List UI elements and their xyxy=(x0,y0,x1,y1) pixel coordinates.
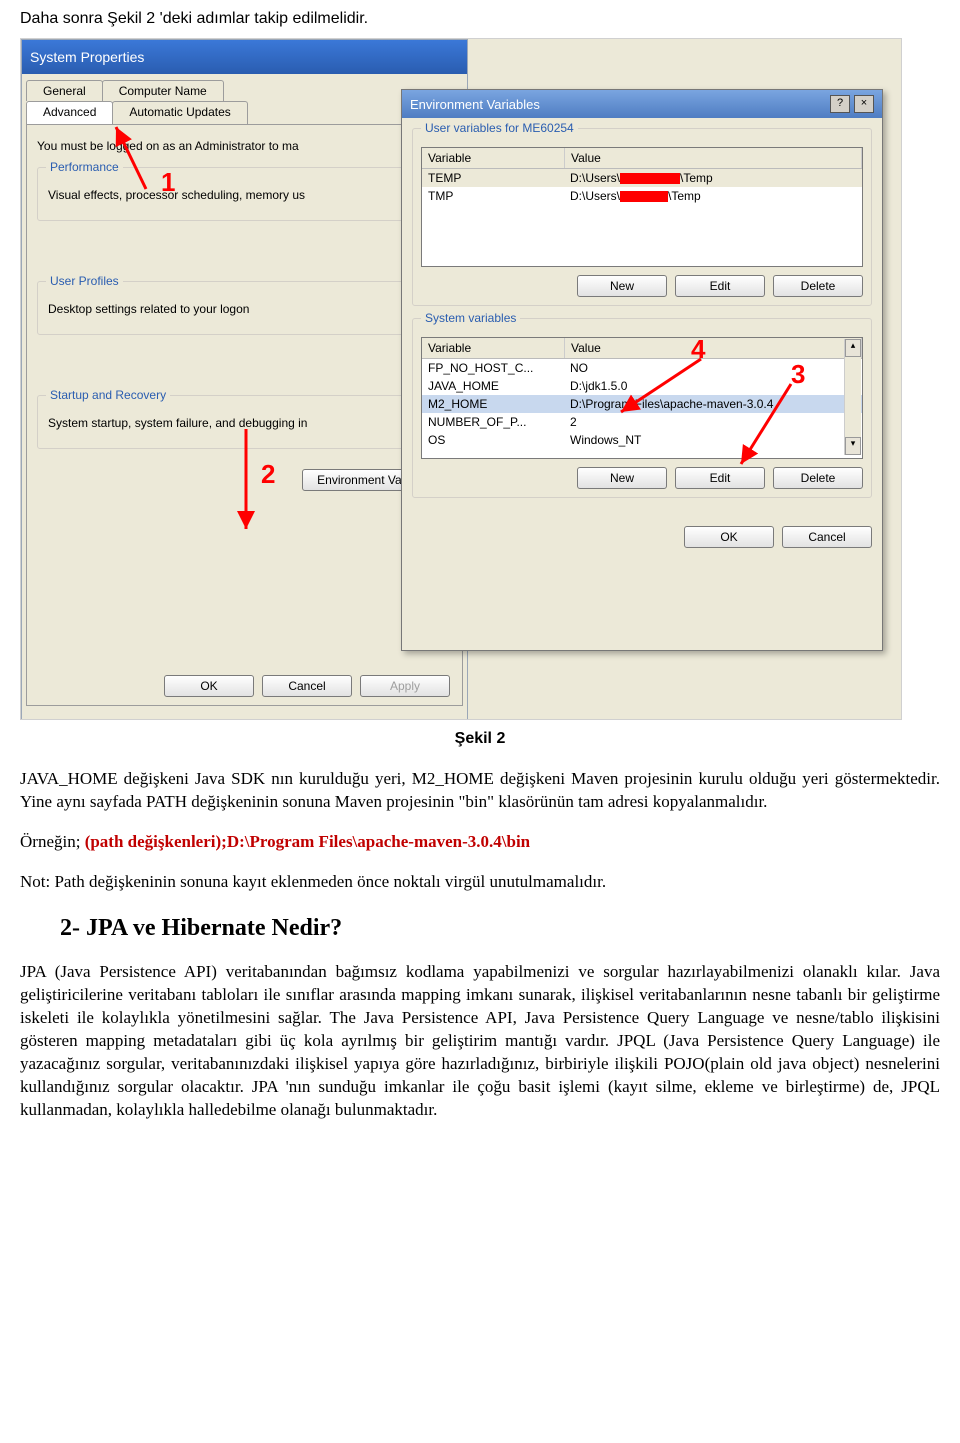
var-name: TEMP xyxy=(422,169,564,187)
sys-edit-button[interactable]: Edit xyxy=(675,467,765,489)
scroll-down-icon[interactable]: ▾ xyxy=(845,437,861,455)
close-icon[interactable]: × xyxy=(854,95,874,113)
sysprops-cancel-button[interactable]: Cancel xyxy=(262,675,352,697)
paragraph: Not: Path değişkeninin sonuna kayıt ekle… xyxy=(20,871,940,894)
col-variable[interactable]: Variable xyxy=(422,148,565,168)
article-body: JAVA_HOME değişkeni Java SDK nın kuruldu… xyxy=(20,768,940,1122)
table-row[interactable]: TMP D:\Users\\Temp xyxy=(422,187,862,205)
var-name: NUMBER_OF_P... xyxy=(422,413,564,431)
env-ok-cancel: OK Cancel xyxy=(402,526,872,548)
sys-btn-row: New Edit Delete xyxy=(421,467,863,489)
var-name: TMP xyxy=(422,187,564,205)
paragraph: JAVA_HOME değişkeni Java SDK nın kuruldu… xyxy=(20,768,940,814)
var-value: Windows_NT xyxy=(564,431,862,449)
env-ok-button[interactable]: OK xyxy=(684,526,774,548)
path-example: (path değişkenleri);D:\Program Files\apa… xyxy=(85,832,530,851)
scroll-up-icon[interactable]: ▴ xyxy=(845,339,861,357)
tab-automatic-updates[interactable]: Automatic Updates xyxy=(112,101,247,124)
performance-group: Performance Visual effects, processor sc… xyxy=(37,167,452,221)
user-list-header: Variable Value xyxy=(422,148,862,169)
startup-text: System startup, system failure, and debu… xyxy=(48,416,441,430)
scrollbar[interactable]: ▴ ▾ xyxy=(844,339,861,455)
var-value: 2 xyxy=(564,413,862,431)
table-row[interactable]: TEMP D:\Users\\Temp xyxy=(422,169,862,187)
env-body: User variables for ME60254 Variable Valu… xyxy=(402,118,882,520)
section-heading: 2- JPA ve Hibernate Nedir? xyxy=(60,912,940,944)
tab-body: You must be logged on as an Administrato… xyxy=(26,124,463,706)
env-title: Environment Variables xyxy=(410,97,540,112)
table-row[interactable]: FP_NO_HOST_C... NO xyxy=(422,359,862,377)
system-variables-group: System variables Variable Value FP_NO_HO… xyxy=(412,318,872,498)
var-value: D:\Users\\Temp xyxy=(564,187,862,205)
col-value[interactable]: Value xyxy=(565,148,862,168)
sys-new-button[interactable]: New xyxy=(577,467,667,489)
sysprops-titlebar: System Properties xyxy=(22,40,467,74)
tab-computer-name[interactable]: Computer Name xyxy=(102,80,224,101)
environment-variables-window: Environment Variables ? × User variables… xyxy=(401,89,883,651)
startup-recovery-group: Startup and Recovery System startup, sys… xyxy=(37,395,452,449)
startup-title: Startup and Recovery xyxy=(46,388,170,402)
redacted-block xyxy=(620,191,668,202)
user-profiles-title: User Profiles xyxy=(46,274,123,288)
sysprops-apply-button[interactable]: Apply xyxy=(360,675,450,697)
var-name: OS xyxy=(422,431,564,449)
paragraph: Örneğin; (path değişkenleri);D:\Program … xyxy=(20,831,940,854)
performance-text: Visual effects, processor scheduling, me… xyxy=(48,188,441,202)
user-edit-button[interactable]: Edit xyxy=(675,275,765,297)
table-row[interactable]: JAVA_HOME D:\jdk1.5.0 xyxy=(422,377,862,395)
user-new-button[interactable]: New xyxy=(577,275,667,297)
performance-title: Performance xyxy=(46,160,123,174)
figure-caption: Şekil 2 xyxy=(20,730,940,748)
var-name: FP_NO_HOST_C... xyxy=(422,359,564,377)
sys-delete-button[interactable]: Delete xyxy=(773,467,863,489)
user-btn-row: New Edit Delete xyxy=(421,275,863,297)
user-profiles-group: User Profiles Desktop settings related t… xyxy=(37,281,452,335)
var-name: JAVA_HOME xyxy=(422,377,564,395)
table-row[interactable]: OS Windows_NT xyxy=(422,431,862,449)
user-variables-group: User variables for ME60254 Variable Valu… xyxy=(412,128,872,306)
col-value[interactable]: Value xyxy=(565,338,862,358)
system-variables-title: System variables xyxy=(421,311,520,325)
tab-general[interactable]: General xyxy=(26,80,103,101)
user-profiles-text: Desktop settings related to your logon xyxy=(48,302,441,316)
sysprops-ok-button[interactable]: OK xyxy=(164,675,254,697)
table-row[interactable]: NUMBER_OF_P... 2 xyxy=(422,413,862,431)
var-value: NO xyxy=(564,359,862,377)
col-variable[interactable]: Variable xyxy=(422,338,565,358)
redacted-block xyxy=(620,173,680,184)
sys-list-rows: FP_NO_HOST_C... NO JAVA_HOME D:\jdk1.5.0… xyxy=(422,359,862,449)
var-value: D:\Users\\Temp xyxy=(564,169,862,187)
admin-note: You must be logged on as an Administrato… xyxy=(37,139,452,153)
user-variables-title: User variables for ME60254 xyxy=(421,121,578,135)
tab-advanced[interactable]: Advanced xyxy=(26,101,113,124)
user-variables-list[interactable]: Variable Value TEMP D:\Users\\Temp TMP xyxy=(421,147,863,267)
sysprops-title: System Properties xyxy=(30,49,144,65)
var-name: M2_HOME xyxy=(422,395,564,413)
sys-list-header: Variable Value xyxy=(422,338,862,359)
paragraph: JPA (Java Persistence API) veritabanında… xyxy=(20,961,940,1122)
table-row[interactable]: M2_HOME D:\Program Files\apache-maven-3.… xyxy=(422,395,862,413)
intro-text: Daha sonra Şekil 2 'deki adımlar takip e… xyxy=(20,10,940,28)
var-value: D:\Program Files\apache-maven-3.0.4 xyxy=(564,395,862,413)
system-variables-list[interactable]: Variable Value FP_NO_HOST_C... NO JAVA_H… xyxy=(421,337,863,459)
env-titlebar: Environment Variables ? × xyxy=(402,90,882,118)
var-value: D:\jdk1.5.0 xyxy=(564,377,862,395)
user-list-rows: TEMP D:\Users\\Temp TMP D:\Users\\Temp xyxy=(422,169,862,205)
user-delete-button[interactable]: Delete xyxy=(773,275,863,297)
screenshot-area: System Properties General Computer Name … xyxy=(20,38,902,720)
env-cancel-button[interactable]: Cancel xyxy=(782,526,872,548)
env-window-controls: ? × xyxy=(830,95,874,113)
sysprops-buttons: OK Cancel Apply xyxy=(164,675,450,697)
help-icon[interactable]: ? xyxy=(830,95,850,113)
